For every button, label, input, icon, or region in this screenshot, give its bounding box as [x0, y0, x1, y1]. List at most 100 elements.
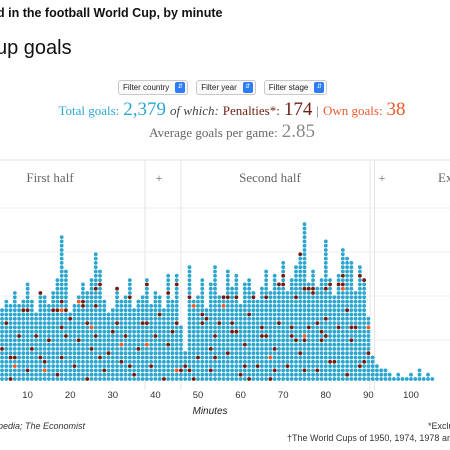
goal-dot	[311, 273, 315, 278]
goal-dot	[302, 235, 307, 240]
goal-dot	[106, 355, 111, 360]
goal-dot	[345, 355, 349, 360]
penalty-dot	[247, 377, 252, 381]
goal-dot	[332, 368, 337, 373]
goal-dot	[345, 265, 349, 270]
goal-dot	[302, 248, 307, 252]
goal-dot	[345, 321, 349, 325]
penalty-dot	[362, 359, 367, 364]
goal-dot	[132, 359, 137, 364]
goal-dot	[149, 338, 154, 343]
goal-dot	[289, 304, 294, 308]
goal-dot	[76, 342, 81, 347]
goal-dot	[106, 359, 111, 364]
goal-dot	[340, 342, 345, 347]
goal-dot	[285, 312, 290, 317]
goal-dot	[132, 364, 137, 368]
own-goal-dot	[59, 308, 64, 313]
goal-dot	[272, 291, 277, 295]
goal-dot	[281, 261, 286, 265]
goal-dot	[17, 364, 21, 368]
goal-dot	[251, 291, 256, 295]
goal-dot	[294, 269, 298, 274]
goal-dot	[353, 351, 358, 356]
goal-dot	[102, 321, 107, 325]
goal-dot	[51, 299, 56, 304]
goal-dot	[357, 316, 362, 321]
goal-dot	[208, 321, 213, 325]
goal-dot	[298, 312, 303, 317]
goal-dot	[200, 351, 205, 356]
goal-dot	[264, 377, 269, 381]
goal-dot	[362, 308, 367, 313]
goal-dot	[289, 347, 294, 351]
own-goal-dot	[12, 364, 17, 368]
goal-dot	[345, 278, 349, 282]
goal-dot	[8, 316, 13, 321]
goal-dot	[106, 325, 111, 330]
goal-dot	[392, 377, 396, 381]
goal-dot	[366, 347, 371, 351]
filter-country-select[interactable]: Filter country ⇵	[118, 80, 189, 95]
goal-dot	[34, 329, 39, 334]
goal-dot	[115, 359, 119, 364]
goal-dot	[21, 351, 26, 356]
penalty-dot	[302, 368, 307, 373]
goal-dot	[213, 329, 217, 334]
goal-dot	[247, 325, 252, 330]
goal-dot	[191, 299, 196, 304]
goal-dot	[140, 347, 145, 351]
goal-dot	[110, 377, 115, 381]
filter-year-select[interactable]: Filter year ⇵	[196, 80, 256, 95]
goal-dot	[64, 291, 68, 295]
goal-dot	[140, 372, 145, 377]
goal-dot	[281, 286, 286, 291]
goal-dot	[144, 347, 149, 351]
goal-dot	[93, 351, 98, 356]
goal-dot	[106, 377, 111, 381]
goal-dot	[119, 368, 124, 373]
goal-dot	[179, 329, 183, 334]
penalty-dot	[328, 359, 332, 364]
goal-dot	[68, 325, 73, 330]
goal-dot	[55, 304, 60, 308]
goal-dot	[59, 351, 64, 356]
goal-dot	[294, 316, 298, 321]
goal-dot	[132, 312, 137, 317]
goal-dot	[272, 351, 277, 356]
penalty-dot	[319, 338, 324, 343]
goal-dot	[76, 304, 81, 308]
goal-dot	[221, 321, 226, 325]
goal-dot	[421, 377, 426, 381]
goal-dot	[200, 338, 205, 343]
average-label: Average goals per game:	[149, 125, 278, 140]
filter-stage-select[interactable]: Filter stage ⇵	[263, 80, 328, 95]
goal-dot	[59, 377, 64, 381]
goal-dot	[123, 347, 128, 351]
goal-dot	[289, 291, 294, 295]
goal-dot	[225, 342, 230, 347]
goal-dot	[68, 351, 73, 356]
penalty-dot	[166, 342, 171, 347]
goal-dot	[234, 291, 239, 295]
goal-dot	[268, 334, 273, 338]
goal-dot	[306, 316, 311, 321]
goal-dot	[230, 295, 234, 300]
goal-dot	[38, 342, 43, 347]
goal-dot	[319, 342, 324, 347]
goal-dot	[302, 222, 307, 227]
goal-dot	[85, 312, 90, 317]
goal-dot	[230, 347, 234, 351]
goal-dot	[89, 377, 94, 381]
goal-dot	[4, 347, 9, 351]
goal-dot	[311, 372, 315, 377]
goal-dot	[234, 286, 239, 291]
goal-dot	[85, 334, 90, 338]
penalty-dot	[21, 308, 26, 313]
goal-dot	[68, 329, 73, 334]
goal-dot	[42, 325, 47, 330]
goal-dot	[64, 282, 68, 287]
goal-dot	[157, 364, 162, 368]
goal-dot	[144, 377, 149, 381]
x-tick-label: 100	[403, 390, 419, 401]
